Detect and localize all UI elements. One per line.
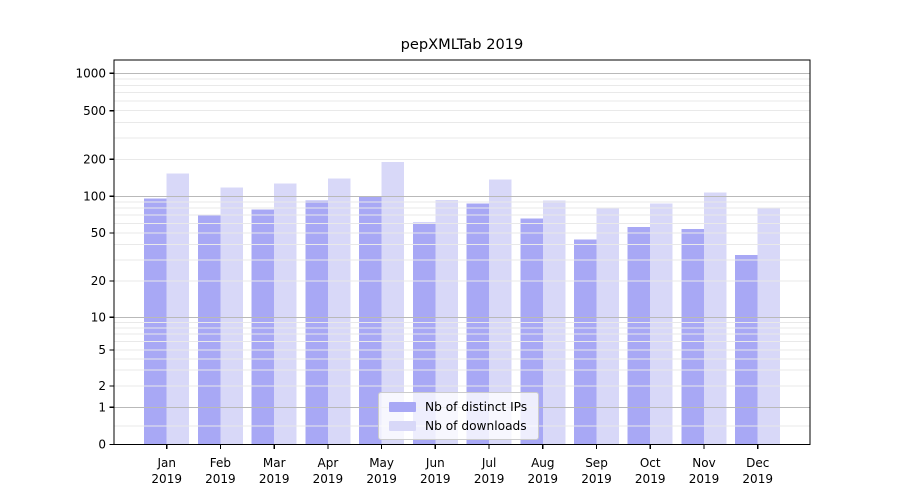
legend-row-ips: Nb of distinct IPs	[389, 399, 527, 414]
y-tick-label: 500	[83, 104, 106, 118]
x-tick-year-label: 2019	[581, 472, 612, 486]
chart-title: pepXMLTab 2019	[400, 36, 524, 53]
legend-label-downloads: Nb of downloads	[425, 418, 527, 433]
x-tick-year-label: 2019	[205, 472, 236, 486]
bar-ips-aug	[520, 218, 543, 445]
y-tick-label: 20	[91, 274, 106, 288]
bar-ips-may	[359, 196, 382, 445]
x-tick-year-label: 2019	[420, 472, 451, 486]
bar-ips-nov	[681, 228, 704, 445]
x-tick-month-label: Jul	[481, 456, 496, 470]
x-tick-month-label: Aug	[531, 456, 554, 470]
y-tick-label: 0	[98, 438, 106, 452]
bars-layer	[144, 162, 781, 445]
bar-downloads-sep	[596, 207, 619, 445]
bar-ips-jul	[466, 203, 490, 445]
gridlines-layer	[114, 72, 810, 427]
x-tick-year-label: 2019	[313, 472, 344, 486]
x-tick-year-label: 2019	[151, 472, 182, 486]
y-tick-label: 5	[98, 343, 106, 357]
plot-border	[113, 59, 811, 446]
legend-row-downloads: Nb of downloads	[389, 418, 527, 433]
bar-downloads-feb	[220, 187, 243, 445]
bar-downloads-mar	[274, 183, 297, 445]
x-tick-month-label: Dec	[746, 456, 769, 470]
legend-label-ips: Nb of distinct IPs	[425, 399, 528, 414]
bar-ips-feb	[197, 215, 221, 445]
x-tick-year-label: 2019	[259, 472, 290, 486]
x-tick-month-label: Mar	[263, 456, 286, 470]
bar-ips-sep	[574, 239, 597, 445]
bar-downloads-jul	[489, 179, 512, 445]
y-tick-label: 50	[91, 226, 106, 240]
bar-downloads-jan	[166, 173, 190, 445]
x-tick-year-label: 2019	[635, 472, 666, 486]
y-tick-label: 200	[83, 153, 106, 167]
x-tick-year-label: 2019	[528, 472, 559, 486]
x-tick-month-label: Nov	[692, 456, 715, 470]
x-tick-year-label: 2019	[742, 472, 773, 486]
bar-downloads-apr	[327, 178, 351, 445]
x-tick-month-label: Apr	[318, 456, 339, 470]
x-tick-year-label: 2019	[366, 472, 397, 486]
x-tick-year-label: 2019	[689, 472, 720, 486]
legend-swatch-ips	[389, 401, 416, 412]
y-tick-label: 100	[83, 190, 106, 204]
x-tick-month-label: Jan	[156, 456, 176, 470]
legend-box: Nb of distinct IPs Nb of downloads	[378, 392, 540, 440]
y-tick-label: 1000	[75, 67, 106, 81]
x-tick-month-label: Feb	[210, 456, 231, 470]
x-tick-month-label: Oct	[640, 456, 661, 470]
y-tick-label: 2	[98, 379, 106, 393]
bar-downloads-nov	[704, 192, 727, 445]
x-axis: Jan 2019 Feb 2019 Mar 2019 Apr 2019 May 2019 Jun 20…	[151, 444, 773, 486]
x-tick-month-label: Jun	[425, 456, 445, 470]
y-tick-label: 1	[98, 401, 106, 415]
bar-downloads-dec	[757, 207, 781, 445]
x-tick-month-label: May	[369, 456, 394, 470]
x-tick-year-label: 2019	[474, 472, 505, 486]
y-tick-label: 10	[91, 311, 106, 325]
x-tick-month-label: Sep	[585, 456, 608, 470]
bar-downloads-oct	[650, 203, 673, 445]
bar-ips-jun	[412, 222, 436, 445]
legend-swatch-downloads	[389, 420, 416, 431]
